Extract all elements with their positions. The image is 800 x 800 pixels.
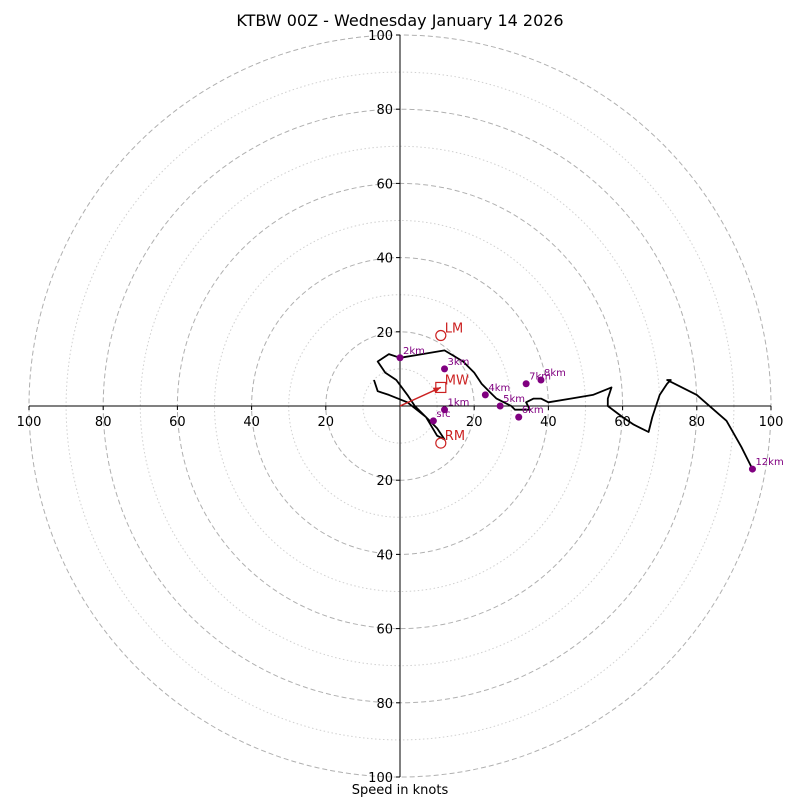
y-tick-label: 80 [376,103,393,118]
x-tick-label: 60 [169,415,186,430]
height-marker-12km [748,465,756,473]
height-label-8km: 8km [544,368,566,379]
height-label-6km: 6km [522,405,544,416]
storm-motion-lm [435,329,447,342]
x-tick-label: 80 [689,415,706,430]
y-tick-label: 40 [376,548,393,563]
storm-motion-rm [435,437,447,449]
x-tick-label: 60 [614,415,631,430]
mean-wind-vector [399,386,442,407]
height-markers: sfc1km2km3km4km5km6km7km8km12km [396,346,784,473]
height-marker-1km [441,406,449,414]
storm-motion-label-rm: RM [445,429,465,444]
x-tick-label: 100 [17,415,42,430]
x-axis-label: Speed in knots [351,783,449,798]
storm-motion-label-mw: MW [445,373,469,388]
height-marker-6km [515,413,523,421]
mean-wind-arrowhead [432,387,441,394]
hodograph-series [373,349,754,470]
y-tick-label: 20 [376,326,393,341]
storm-motion-mw [435,381,447,394]
height-marker-2km [396,354,404,362]
chart-title: KTBW 00Z - Wednesday January 14 2026 [236,11,564,30]
height-marker-4km [481,391,489,399]
x-tick-label: 40 [243,415,260,430]
tick-labels: 20 20 20 20 40 40 40 40 60 60 60 60 80 80 80 80 100 100 10… [17,29,784,786]
height-label-3km: 3km [448,357,470,368]
height-label-2km: 2km [403,346,425,357]
x-tick-label: 100 [759,415,784,430]
height-label-sfc: sfc [436,409,450,420]
height-label-1km: 1km [448,398,470,409]
y-tick-label: 100 [368,771,393,786]
height-marker-sfc [429,417,437,425]
height-label-4km: 4km [488,383,510,394]
x-tick-label: 40 [540,415,557,430]
height-marker-8km [537,376,545,384]
y-tick-label: 80 [376,697,393,712]
height-label-12km: 12km [755,457,783,468]
storm-motion-label-lm: LM [445,322,463,337]
height-marker-5km [496,402,504,410]
storm-motions: LM MW RM [399,322,469,449]
x-tick-label: 80 [95,415,112,430]
y-tick-label: 40 [376,252,393,267]
y-tick-label: 60 [376,177,393,192]
x-tick-label: 20 [318,415,335,430]
x-tick-label: 20 [466,415,483,430]
hodograph-line [373,349,754,470]
height-marker-7km [522,380,530,388]
height-label-5km: 5km [503,394,525,405]
y-tick-label: 20 [376,474,393,489]
y-tick-label: 60 [376,623,393,638]
y-tick-label: 100 [368,29,393,44]
height-marker-3km [441,365,449,373]
